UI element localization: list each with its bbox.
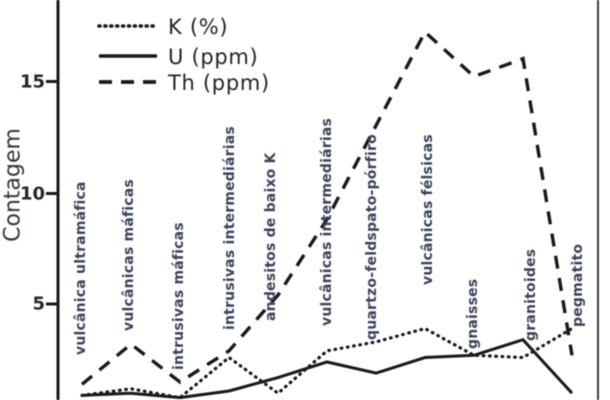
category-label-11: pegmatito bbox=[570, 243, 586, 327]
category-label-8: vulcânicas félsicas bbox=[420, 134, 436, 285]
category-label-3: intrusivas máficas bbox=[171, 222, 187, 370]
category-label-7: quartzo-feldspato-pórfiro bbox=[364, 134, 380, 340]
legend-label-solid: U (ppm) bbox=[168, 45, 259, 69]
category-label-5: andesitos de baixo K bbox=[263, 152, 279, 321]
y-tick-label-15: 15 bbox=[19, 71, 45, 92]
series-line-dotted bbox=[80, 326, 574, 400]
series-line-solid bbox=[81, 337, 574, 400]
category-label-6: vulcânicas intermediárias bbox=[319, 117, 335, 326]
category-label-10: granitoides bbox=[523, 248, 539, 341]
legend-sample-dashed bbox=[99, 80, 157, 84]
category-label-1: vulcânica ultramáfica bbox=[73, 181, 89, 355]
legend-sample-dotted bbox=[97, 24, 159, 28]
series-line-dashed bbox=[80, 29, 574, 386]
y-tick-label-10: 10 bbox=[19, 183, 45, 204]
legend-label-dotted: K (%) bbox=[168, 15, 229, 39]
legend-sample-solid bbox=[99, 54, 157, 58]
legend-label-dashed: Th (ppm) bbox=[168, 71, 270, 95]
category-label-9: gnaisses bbox=[465, 278, 481, 349]
category-label-4: intrusivas intermediárias bbox=[222, 126, 238, 330]
plot-lines bbox=[46, 0, 599, 400]
y-tick-label-5: 5 bbox=[32, 293, 45, 315]
category-label-2: vulcânicas máficas bbox=[121, 179, 137, 331]
